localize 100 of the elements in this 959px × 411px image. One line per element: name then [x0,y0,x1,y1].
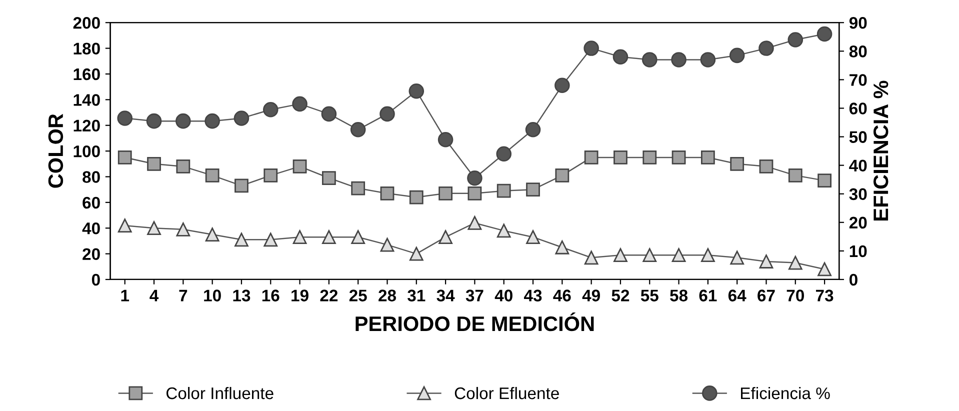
x-tick-label: 19 [292,290,308,302]
x-tick-label: 52 [612,290,630,302]
point [176,222,190,236]
x-tick-label: 4 [150,290,159,302]
y-tick-label: 180 [74,42,100,54]
x-tick-label: 22 [320,290,338,302]
point [234,110,250,126]
y2-tick-label: 40 [849,160,867,172]
point [526,182,540,197]
point [496,224,511,238]
x-tick-label: 61 [699,290,717,302]
y-tick-label: 100 [74,145,100,158]
point [700,150,715,164]
point [264,168,278,182]
x-tick-label: 73 [816,290,834,302]
point [438,186,452,200]
point [176,113,191,129]
point [292,160,307,174]
x-tick-label: 64 [728,290,746,302]
point [614,150,628,164]
x-tick-label: 67 [758,290,775,302]
y2-axis-title: EFICIENCIA % [873,80,888,220]
x-tick-label: 46 [553,290,571,302]
x-tick-label: 31 [408,290,426,302]
point [496,184,511,198]
point [292,230,307,244]
point [730,250,744,265]
point [147,156,161,171]
point [204,113,220,129]
x-tick-label: 16 [262,290,280,302]
x-tick-label: 13 [233,290,250,302]
point [409,246,424,261]
legend-label: Eficiencia % [741,386,830,400]
point [118,150,132,164]
y-tick-label: 20 [82,248,100,260]
point [117,110,132,126]
y-tick-label: 80 [82,171,100,183]
point [555,240,570,254]
point [438,230,452,244]
point [758,40,774,56]
point [759,254,774,268]
point [642,52,658,68]
point [700,52,716,68]
y2-tick-label: 60 [849,102,867,114]
point [292,96,308,112]
legend-label: Color Influente [166,386,274,400]
point [351,181,366,196]
point [147,221,161,236]
point [612,49,628,64]
point [614,248,628,262]
point [759,160,774,174]
x-tick-label: 34 [436,290,455,302]
point [205,228,220,242]
y-tick-label: 0 [92,274,100,286]
point [788,256,802,270]
point [205,168,220,182]
point [816,26,832,42]
point [380,106,395,122]
point [554,78,570,94]
x-tick-label: 49 [582,290,600,302]
point [262,102,278,118]
x-tick-label: 70 [786,290,804,302]
x-tick-label: 43 [524,290,542,302]
x-tick-label: 25 [349,290,367,302]
point [350,122,366,138]
y-tick-label: 200 [73,17,100,29]
point [468,186,482,200]
point [408,83,424,99]
y2-tick-label: 90 [849,17,867,29]
point [380,238,394,252]
point [526,230,540,244]
y2-tick-label: 0 [850,274,858,286]
point [264,232,278,247]
point [555,168,570,182]
point [584,150,598,164]
point [730,156,744,171]
x-tick-label: 37 [466,290,484,302]
point [672,150,686,164]
point [818,174,832,188]
point [642,150,657,164]
point [525,122,541,138]
point [468,216,482,230]
point [234,232,248,247]
point [584,250,598,265]
point [700,248,715,262]
x-tick-label: 10 [204,290,221,302]
y2-tick-label: 50 [849,131,867,143]
y-tick-label: 160 [74,68,100,80]
x-tick-label: 55 [640,290,658,302]
point [672,248,686,262]
y-tick-label: 40 [82,222,100,234]
y-tick-label: 120 [74,120,100,132]
y2-tick-label: 20 [849,216,867,229]
point [322,171,336,185]
point [234,178,248,193]
y2-tick-label: 80 [849,46,867,58]
point [642,248,657,262]
point [788,32,804,48]
y2-tick-label: 70 [850,74,867,86]
point [321,106,337,122]
